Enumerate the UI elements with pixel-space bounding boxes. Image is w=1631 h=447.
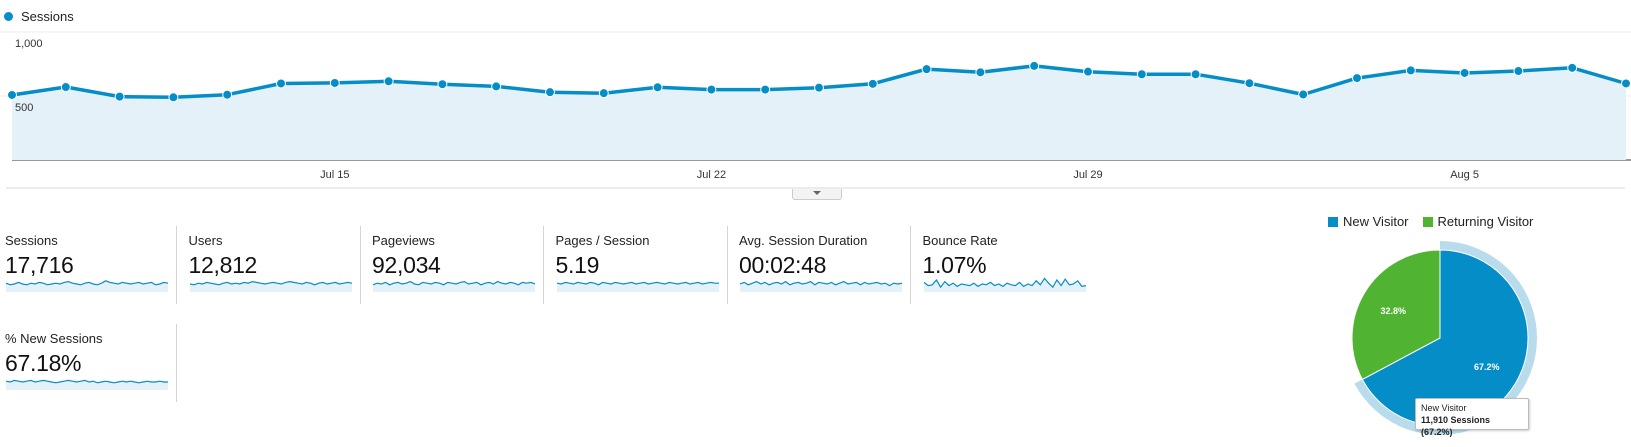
sparkline-line <box>6 280 168 286</box>
y-tick-label: 500 <box>15 102 33 114</box>
metric-sparkline <box>923 277 1086 292</box>
data-point[interactable] <box>760 84 771 95</box>
metric-label: Pages / Session <box>555 233 650 248</box>
metric-sparkline <box>189 280 352 292</box>
data-point[interactable] <box>1405 65 1416 76</box>
data-point[interactable] <box>1352 73 1362 84</box>
sparkline-line <box>6 379 168 384</box>
data-point[interactable] <box>222 89 233 100</box>
metric-card[interactable]: Pageviews 92,034 <box>367 226 544 304</box>
y-tick-label: 1,000 <box>15 38 43 50</box>
data-point[interactable] <box>491 81 502 92</box>
chevron-down-icon <box>813 191 821 195</box>
sparkline-fill <box>6 380 168 390</box>
data-point[interactable] <box>114 91 125 102</box>
metric-value: 1.07% <box>922 252 987 278</box>
data-point[interactable] <box>1190 69 1201 80</box>
sparkline-line <box>189 280 352 286</box>
sessions-line-chart[interactable]: 1,000 500 Jul 15 Jul 22 Jul 29 Aug 5 <box>0 28 1631 196</box>
sessions-area-fill <box>12 65 1626 160</box>
data-point[interactable] <box>975 67 986 78</box>
x-tick-label: Jul 29 <box>1073 169 1102 181</box>
data-point[interactable] <box>1567 62 1578 73</box>
pie-legend-label-new: New Visitor <box>1343 214 1409 229</box>
pie-tooltip-title: New Visitor <box>1421 403 1467 413</box>
data-point[interactable] <box>1298 89 1309 100</box>
metric-sparkline <box>6 379 168 390</box>
legend-label-sessions[interactable]: Sessions <box>21 8 74 24</box>
data-point[interactable] <box>437 79 448 90</box>
pie-legend-swatch-new <box>1328 216 1338 227</box>
data-point[interactable] <box>1083 66 1093 77</box>
metric-sparkline <box>556 281 719 292</box>
metric-value: 92,034 <box>372 252 441 278</box>
data-point[interactable] <box>383 76 394 87</box>
x-tick-label: Jul 22 <box>697 169 726 181</box>
metric-label: Users <box>188 233 223 248</box>
visitor-type-pie-chart[interactable]: 67.2% 32.8% <box>1340 238 1540 438</box>
data-point[interactable] <box>1136 69 1147 80</box>
legend-swatch-sessions <box>4 11 13 21</box>
data-point[interactable] <box>598 88 609 99</box>
metric-label: Bounce Rate <box>922 233 998 248</box>
metric-card[interactable]: Pages / Session 5.19 <box>551 226 728 304</box>
pie-slice[interactable] <box>1351 249 1441 381</box>
pie-legend-item-new[interactable]: New Visitor <box>1328 214 1409 229</box>
metric-label: Avg. Session Duration <box>739 233 868 248</box>
chart-collapse-toggle[interactable] <box>792 189 842 200</box>
pie-legend-label-returning: Returning Visitor <box>1437 214 1534 229</box>
sparkline-line <box>556 281 719 286</box>
pie-legend: New Visitor Returning Visitor <box>1328 214 1533 229</box>
metric-sparkline <box>373 280 535 292</box>
x-tick-label: Aug 5 <box>1450 169 1479 181</box>
data-point[interactable] <box>814 82 824 93</box>
x-tick-label: Jul 15 <box>320 169 349 181</box>
data-point[interactable] <box>329 77 340 88</box>
data-point[interactable] <box>168 92 179 103</box>
pie-tooltip: New Visitor 11,910 Sessions (67.2%) <box>1415 398 1529 437</box>
sparkline-line <box>740 280 902 287</box>
data-point[interactable] <box>1513 66 1524 77</box>
pie-legend-item-returning[interactable]: Returning Visitor <box>1422 214 1534 229</box>
metric-card[interactable]: Avg. Session Duration 00:02:48 <box>734 226 911 304</box>
chart-legend: Sessions <box>4 6 74 26</box>
metric-card[interactable]: Sessions 17,716 <box>0 226 177 304</box>
metric-card[interactable]: Bounce Rate 1.07% <box>918 226 1094 304</box>
sparkline-line <box>923 277 1086 289</box>
metric-value: 12,812 <box>188 252 258 278</box>
pie-legend-swatch-returning <box>1422 216 1433 227</box>
data-point[interactable] <box>1459 67 1470 78</box>
pie-slice[interactable] <box>1361 249 1529 427</box>
pie-slice-label: 67.2% <box>1474 362 1500 372</box>
data-point[interactable] <box>60 82 71 93</box>
metric-value: 5.19 <box>555 252 600 278</box>
pie-tooltip-value: 11,910 Sessions (67.2%) <box>1421 415 1491 437</box>
data-point[interactable] <box>545 87 555 98</box>
data-point[interactable] <box>652 82 663 93</box>
sparkline-fill <box>373 281 535 292</box>
metric-sparkline <box>740 280 902 292</box>
metric-value: 00:02:48 <box>739 252 827 278</box>
data-point[interactable] <box>276 78 286 89</box>
sparkline-line <box>373 280 535 286</box>
data-point[interactable] <box>1244 78 1255 89</box>
metric-card[interactable]: % New Sessions 67.18% <box>0 324 177 402</box>
pie-slice-label: 32.8% <box>1380 306 1406 316</box>
metric-label: Pageviews <box>372 233 435 248</box>
data-point[interactable] <box>1621 78 1631 89</box>
metric-sparkline <box>6 280 168 292</box>
metric-label: % New Sessions <box>5 331 103 346</box>
metric-value: 67.18% <box>5 350 82 376</box>
data-point[interactable] <box>706 84 717 95</box>
data-point[interactable] <box>867 78 878 89</box>
metric-card[interactable]: Users 12,812 <box>184 226 361 304</box>
data-point[interactable] <box>7 89 17 100</box>
data-point[interactable] <box>921 64 932 75</box>
metric-label: Sessions <box>5 233 58 248</box>
metric-value: 17,716 <box>5 252 74 278</box>
data-point[interactable] <box>1029 60 1040 71</box>
